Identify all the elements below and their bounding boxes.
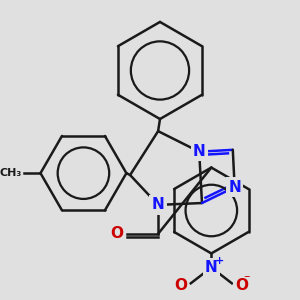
- Text: CH₃: CH₃: [0, 168, 22, 178]
- Text: O: O: [111, 226, 124, 241]
- Text: O: O: [174, 278, 187, 293]
- Text: N: N: [193, 144, 206, 159]
- Text: N: N: [152, 197, 164, 212]
- Text: N: N: [228, 180, 241, 195]
- Text: O: O: [236, 278, 249, 293]
- Text: N: N: [205, 260, 218, 275]
- Text: +: +: [215, 256, 224, 266]
- Text: ⁻: ⁻: [244, 273, 250, 286]
